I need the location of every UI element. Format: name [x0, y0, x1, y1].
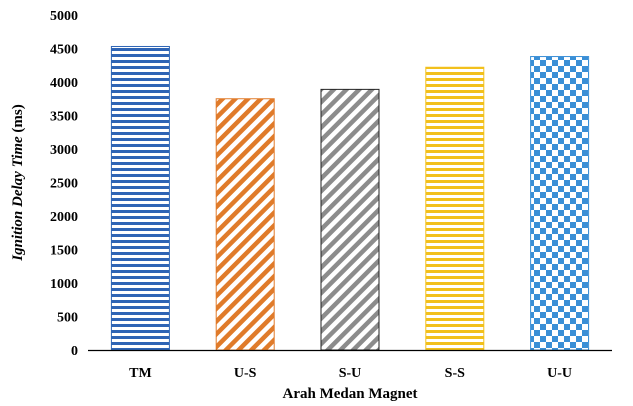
x-tick-label: S-U [339, 366, 362, 381]
y-axis-ticks: 0 500 1000 1500 2000 2500 3000 3500 4000 4500 5000 [50, 9, 78, 359]
y-tick-label: 2000 [50, 210, 78, 225]
y-tick-label: 3000 [50, 143, 78, 158]
y-tick-label: 1000 [50, 277, 78, 292]
y-axis-title-unit: (ms) [10, 104, 26, 136]
y-axis-title: Ignition Delay Time (ms) [10, 104, 26, 262]
bar-s-s [425, 66, 485, 351]
y-tick-label: 4000 [50, 76, 78, 91]
x-axis-ticks: TM U-S S-U S-S U-U [129, 366, 572, 381]
y-axis-title-main: Ignition Delay Time [10, 136, 26, 262]
x-tick-label: TM [129, 366, 152, 381]
bar-u-s [215, 98, 275, 351]
y-tick-label: 5000 [50, 9, 78, 24]
y-tick-label: 4500 [50, 43, 78, 58]
x-axis-title: Arah Medan Magnet [283, 386, 418, 402]
bars [110, 45, 590, 351]
x-tick-label: S-S [445, 366, 465, 381]
bar-tm [110, 45, 170, 351]
y-tick-label: 500 [57, 311, 78, 326]
y-tick-label: 2500 [50, 177, 78, 192]
y-tick-label: 3500 [50, 110, 78, 125]
y-tick-label: 1500 [50, 244, 78, 259]
x-tick-label: U-U [547, 366, 572, 381]
y-tick-label: 0 [71, 344, 78, 359]
bar-s-u [320, 88, 380, 351]
bar-u-u [530, 56, 590, 351]
x-tick-label: U-S [234, 366, 257, 381]
